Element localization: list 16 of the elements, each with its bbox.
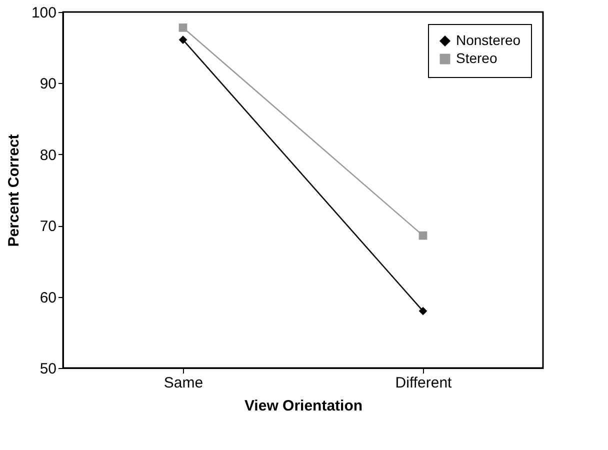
y-tick-label: 100 [31,4,56,22]
y-tick-label: 90 [40,76,56,93]
legend-label: Stereo [456,50,498,66]
y-tick-label: 80 [40,146,56,164]
y-tick-label: 50 [40,360,56,378]
point [418,306,428,316]
legend-label: Nonstereo [456,32,521,48]
x-tick-label: Different [395,374,453,392]
y-axis-title: Percent Correct [5,134,22,247]
point [418,231,428,240]
point [178,36,188,44]
x-tick-label: Same [164,374,204,392]
y-tick-label: 70 [40,218,56,236]
y-tick-label: 60 [40,289,56,306]
point [178,23,188,32]
x-axis-title: View Orientation [244,398,363,414]
